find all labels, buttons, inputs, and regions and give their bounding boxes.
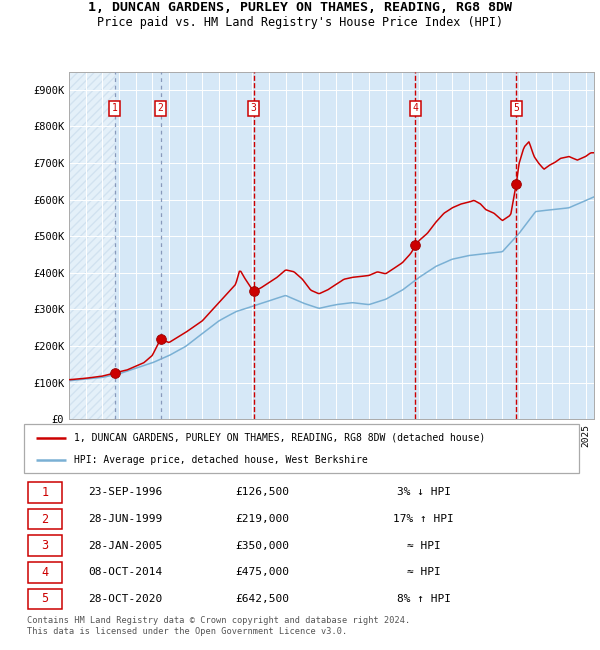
FancyBboxPatch shape bbox=[28, 509, 62, 529]
Text: 17% ↑ HPI: 17% ↑ HPI bbox=[393, 514, 454, 524]
Text: 1, DUNCAN GARDENS, PURLEY ON THAMES, READING, RG8 8DW: 1, DUNCAN GARDENS, PURLEY ON THAMES, REA… bbox=[88, 1, 512, 14]
Text: 1, DUNCAN GARDENS, PURLEY ON THAMES, READING, RG8 8DW (detached house): 1, DUNCAN GARDENS, PURLEY ON THAMES, REA… bbox=[74, 433, 485, 443]
Text: This data is licensed under the Open Government Licence v3.0.: This data is licensed under the Open Gov… bbox=[27, 627, 347, 636]
FancyBboxPatch shape bbox=[28, 562, 62, 582]
Bar bbox=[69, 72, 115, 419]
Text: 4: 4 bbox=[41, 566, 49, 578]
FancyBboxPatch shape bbox=[28, 589, 62, 609]
Text: 28-JAN-2005: 28-JAN-2005 bbox=[88, 541, 162, 551]
Text: HPI: Average price, detached house, West Berkshire: HPI: Average price, detached house, West… bbox=[74, 455, 368, 465]
FancyBboxPatch shape bbox=[28, 536, 62, 556]
Text: £475,000: £475,000 bbox=[236, 567, 290, 577]
Text: 3: 3 bbox=[41, 540, 49, 552]
Text: ≈ HPI: ≈ HPI bbox=[407, 567, 440, 577]
Text: Contains HM Land Registry data © Crown copyright and database right 2024.: Contains HM Land Registry data © Crown c… bbox=[27, 616, 410, 625]
Text: 28-OCT-2020: 28-OCT-2020 bbox=[88, 594, 162, 604]
Text: £642,500: £642,500 bbox=[236, 594, 290, 604]
Text: ≈ HPI: ≈ HPI bbox=[407, 541, 440, 551]
Text: 8% ↑ HPI: 8% ↑ HPI bbox=[397, 594, 451, 604]
Text: 5: 5 bbox=[41, 593, 49, 606]
Text: 23-SEP-1996: 23-SEP-1996 bbox=[88, 488, 162, 497]
Text: 3% ↓ HPI: 3% ↓ HPI bbox=[397, 488, 451, 497]
Text: 4: 4 bbox=[412, 103, 418, 113]
Text: £126,500: £126,500 bbox=[236, 488, 290, 497]
Text: 28-JUN-1999: 28-JUN-1999 bbox=[88, 514, 162, 524]
FancyBboxPatch shape bbox=[24, 424, 579, 473]
Text: Price paid vs. HM Land Registry's House Price Index (HPI): Price paid vs. HM Land Registry's House … bbox=[97, 16, 503, 29]
Text: £219,000: £219,000 bbox=[236, 514, 290, 524]
Text: 3: 3 bbox=[251, 103, 257, 113]
Text: 2: 2 bbox=[41, 512, 49, 525]
Text: 5: 5 bbox=[513, 103, 519, 113]
Text: 08-OCT-2014: 08-OCT-2014 bbox=[88, 567, 162, 577]
FancyBboxPatch shape bbox=[28, 482, 62, 502]
Text: 1: 1 bbox=[41, 486, 49, 499]
Text: 1: 1 bbox=[112, 103, 118, 113]
Text: £350,000: £350,000 bbox=[236, 541, 290, 551]
Text: 2: 2 bbox=[158, 103, 163, 113]
